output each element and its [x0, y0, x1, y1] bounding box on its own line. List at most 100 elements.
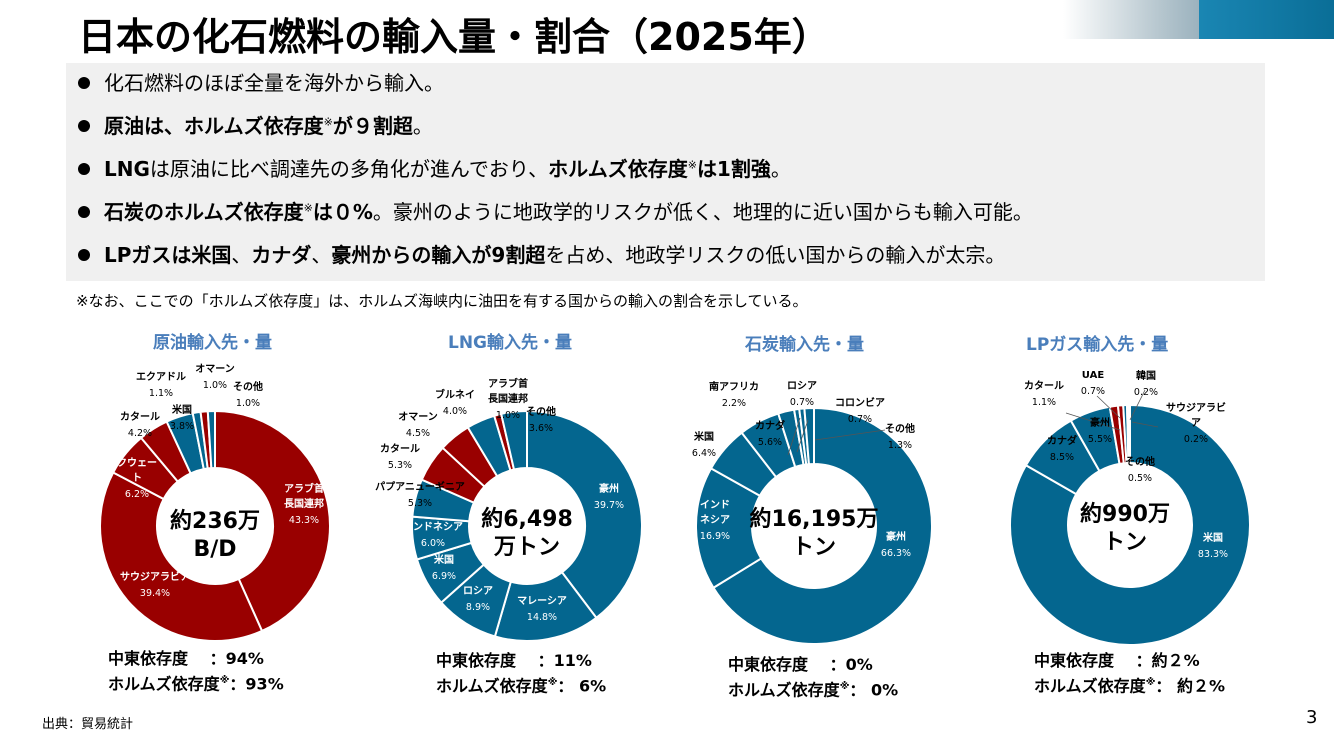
bullet-4: 石炭のホルムズ依存度※は０%。豪州のように地政学的リスクが低く、地理的に近い国か… — [78, 196, 1033, 225]
donut-2-label-2: 米国 6.4% — [692, 430, 716, 459]
bullet-5-bold-c: カナダ — [251, 243, 312, 267]
footer-lng-hormuz-value: ： 6% — [557, 676, 607, 696]
bullet-4-bold-b: は０% — [312, 200, 373, 224]
footnote: ※なお、ここでの「ホルムズ依存度」は、ホルムズ海峡内に油田を有する国からの輸入の… — [76, 292, 808, 310]
bullet-5-bold-e: 豪州からの輸入が9割超 — [331, 243, 546, 267]
chart-title-lpg: LPガス輸入先・量 — [1026, 335, 1169, 355]
donut-2-leader-1 — [796, 419, 809, 453]
donut-0-label-5: エクアドル 1.1% — [136, 371, 186, 399]
donut-2-label-6: コロンビア 0.7% — [835, 396, 885, 425]
donut-2-label-7: その他 1.3% — [885, 422, 915, 451]
bullet-5-sep-1: 、 — [231, 243, 252, 267]
center-coal-line-2: トン — [791, 535, 836, 560]
donut-3-leader-1 — [1096, 395, 1121, 419]
donut-2-leader-2 — [814, 429, 886, 441]
source-note: 出典：貿易統計 — [42, 717, 134, 732]
donut-1-label-3: 米国 6.9% — [432, 553, 456, 582]
bullet-4-bold-a: 石炭のホルムズ依存度 — [104, 200, 304, 224]
corner-decoration-dark — [1199, 0, 1334, 39]
bullet-1-text: 化石燃料のほぼ全量を海外から輸入。 — [104, 71, 444, 95]
center-label-crude: 約236万 B/D — [150, 508, 280, 564]
donut-3-label-4: UAE 0.7% — [1081, 370, 1105, 397]
footer-crude-mark: ※ — [219, 675, 230, 686]
donut-0-label-4: 米国 3.8% — [170, 403, 194, 432]
footer-lng: 中東依存度 ：11% ホルムズ依存度※： 6% — [436, 650, 606, 697]
donut-3-leader-0 — [1065, 412, 1121, 431]
bullet-5: LPガスは米国、カナダ、豪州からの輸入が9割超を占め、地政学リスクの低い国からの… — [78, 239, 1005, 268]
donut-3-label-7: サウジアラビア 0.2% — [1166, 401, 1226, 445]
center-label-lpg: 約990万 トン — [1065, 501, 1185, 557]
page-number: 3 — [1306, 707, 1318, 728]
bullet-2-mark: ※ — [323, 115, 333, 129]
donut-0-slice-7 — [206, 409, 216, 470]
bullet-dot-icon — [78, 76, 90, 89]
center-lng-line-2: 万トン — [493, 535, 560, 560]
donut-0-label-6: オマーン 1.0% — [195, 363, 235, 391]
footer-lng-mideast: 中東依存度 ：11% — [436, 651, 592, 670]
bullet-3: LNGは原油に比べ調達先の多角化が進んでおり、ホルムズ依存度※は1割強。 — [78, 153, 791, 182]
bullet-3-mark: ※ — [687, 158, 697, 172]
bullet-dot-icon — [78, 248, 90, 261]
corner-decoration-light — [1063, 0, 1199, 39]
footer-lpg: 中東依存度 ：約２% ホルムズ依存度※： 約２% — [1034, 650, 1225, 697]
donut-0-slice-0 — [214, 409, 331, 633]
center-coal-line-1: 約16,195万 — [749, 507, 879, 532]
footer-lng-mark: ※ — [547, 677, 558, 688]
footer-lpg-hormuz-value: ： 約２% — [1155, 676, 1226, 696]
summary-bullets: 化石燃料のほぼ全量を海外から輸入。 原油は、ホルムズ依存度※が９割超。 LNGは… — [66, 63, 1265, 281]
donut-3-leader-3 — [1131, 421, 1159, 428]
donut-3-label-3: カタール 1.1% — [1024, 380, 1064, 408]
donut-1-label-4: インドネシア 6.0% — [403, 521, 463, 549]
donut-1-label-6: カタール 5.3% — [380, 443, 420, 471]
bullet-3-bold-a: LNG — [104, 157, 150, 181]
donut-0-label-7: その他 1.0% — [233, 380, 263, 409]
donut-2-label-4: 南アフリカ 2.2% — [709, 380, 759, 409]
bullet-dot-icon — [78, 205, 90, 218]
donut-1-label-0: 豪州 39.7% — [594, 482, 624, 511]
footer-crude-hormuz-value: ：93% — [229, 674, 284, 694]
donut-1-label-8: ブルネイ 4.0% — [435, 388, 475, 417]
donut-3-label-2: 豪州 5.5% — [1088, 416, 1112, 445]
bullet-2-bold-b: が９割超 — [332, 114, 413, 138]
footer-coal-mideast: 中東依存度 ：0% — [728, 655, 873, 674]
donut-2-slice-7 — [803, 406, 815, 466]
donut-1-label-1: マレーシア 14.8% — [517, 595, 567, 623]
donut-1-label-9: アラブ首長国連邦 1.0% — [488, 377, 528, 421]
bullet-3-bold-c: ホルムズ依存度 — [548, 157, 688, 181]
page-title: 日本の化石燃料の輸入量・割合（2025年） — [78, 15, 830, 59]
donut-3-label-1: カナダ 8.5% — [1047, 434, 1077, 463]
footer-crude: 中東依存度 ：94% ホルムズ依存度※：93% — [108, 648, 284, 695]
footer-coal-hormuz-label: ホルムズ依存度 — [728, 680, 840, 700]
bullet-4-mark: ※ — [303, 201, 313, 215]
center-label-lng: 約6,498 万トン — [462, 506, 592, 562]
donut-2-slice-0 — [712, 406, 933, 645]
bullet-3-end: 。 — [770, 157, 791, 181]
donut-0-label-0: アラブ首長国連邦 43.3% — [284, 482, 324, 526]
center-lng-line-1: 約6,498 — [481, 507, 573, 532]
bullet-1: 化石燃料のほぼ全量を海外から輸入。 — [78, 67, 444, 96]
chart-title-coal: 石炭輸入先・量 — [745, 335, 864, 355]
chart-title-crude: 原油輸入先・量 — [153, 333, 272, 353]
bullet-5-sep-2: 、 — [311, 243, 332, 267]
footer-coal-mark: ※ — [839, 681, 850, 692]
bullet-4-text: 。豪州のように地政学的リスクが低く、地理的に近い国からも輸入可能。 — [372, 200, 1033, 224]
bullet-2-end: 。 — [412, 114, 433, 138]
donut-1-slice-0 — [526, 409, 643, 620]
donut-1-label-7: オマーン 4.5% — [398, 411, 438, 439]
donut-0-label-3: カタール 4.2% — [120, 411, 160, 439]
donut-0-label-2: クウェート 6.2% — [117, 457, 157, 500]
bullet-2-bold-a: 原油は、ホルムズ依存度 — [104, 114, 324, 138]
donut-0-slice-1 — [99, 471, 264, 642]
donut-1-label-10: その他 3.6% — [526, 405, 556, 434]
donut-2-leader-0 — [787, 417, 801, 456]
donut-3-label-6: 韓国 0.2% — [1134, 369, 1158, 398]
donut-2-label-5: ロシア 0.7% — [787, 380, 817, 408]
center-label-coal: 約16,195万 トン — [744, 506, 884, 562]
chart-title-lng: LNG輸入先・量 — [448, 333, 573, 353]
donut-3-label-5: その他 0.5% — [1125, 455, 1155, 484]
donut-3-leader-2 — [1129, 389, 1146, 421]
donut-2-label-0: 豪州 66.3% — [881, 530, 911, 559]
footer-crude-mideast: 中東依存度 ：94% — [108, 649, 264, 668]
footer-lpg-mideast: 中東依存度 ：約２% — [1034, 651, 1200, 670]
